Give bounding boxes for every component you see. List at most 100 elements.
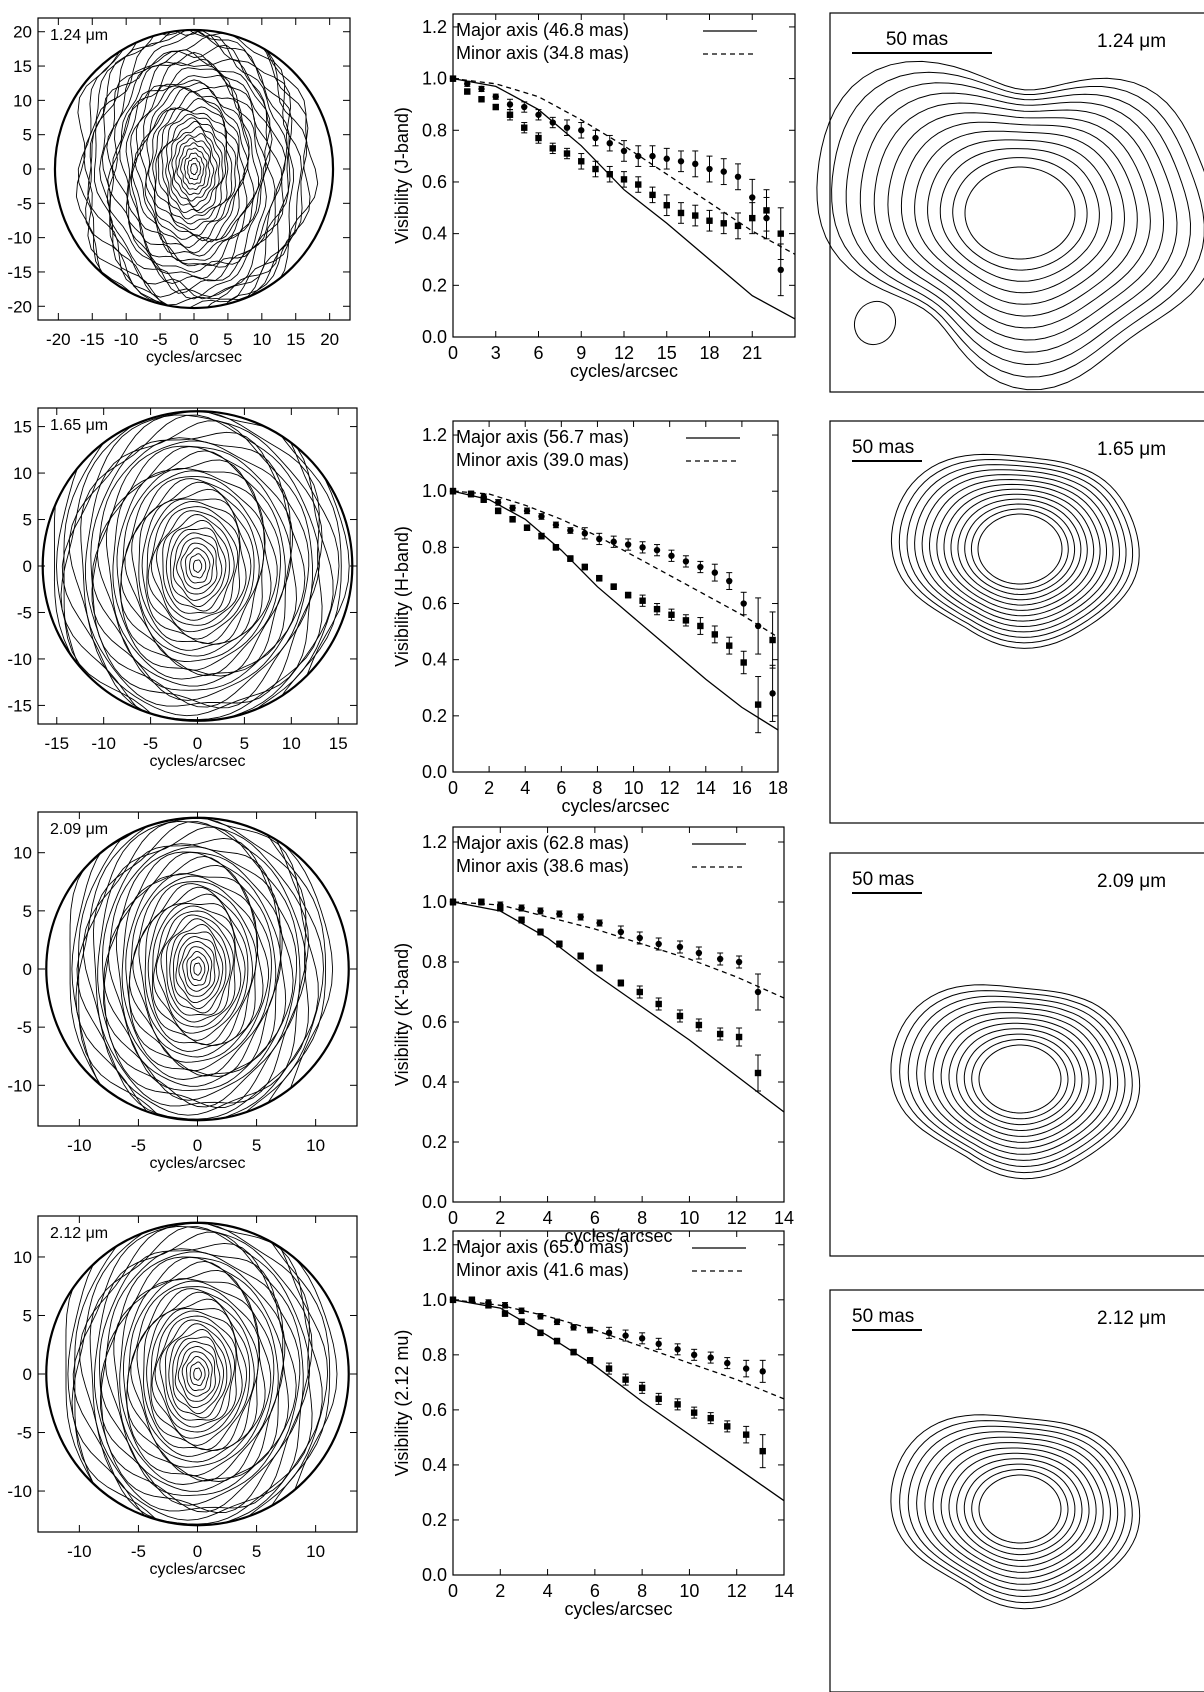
y-axis-label: Visibility (J-band) (392, 107, 412, 244)
image-contour (952, 157, 1088, 271)
image-contour (978, 1044, 1062, 1114)
data-point-circle (668, 552, 675, 559)
x-tick-label: -15 (80, 330, 105, 349)
image-contour (898, 458, 1134, 644)
contour-line (119, 1260, 279, 1482)
disk-boundary (45, 816, 350, 1122)
contour-line (183, 152, 205, 185)
data-point-square (478, 898, 485, 906)
data-point-circle (596, 919, 603, 927)
x-tick-label: 0 (448, 1208, 458, 1228)
y-tick-label: -15 (7, 696, 32, 715)
data-point-square (759, 1447, 766, 1455)
data-point-circle (697, 563, 704, 571)
y-tick-label: 10 (13, 844, 32, 863)
x-tick-label: 0 (448, 343, 458, 363)
data-point-circle (716, 955, 724, 963)
band-label: 2.12 μm (50, 1225, 108, 1242)
data-point-square (449, 1296, 457, 1303)
contour-line (107, 851, 283, 1087)
data-point-square (610, 583, 617, 590)
contour-line (168, 1329, 228, 1419)
disk-boundary (45, 1221, 350, 1527)
data-point-square (655, 1000, 662, 1008)
data-point-square (509, 516, 516, 523)
contour-line (153, 905, 242, 1034)
x-axis-label: cycles/arcsec (570, 361, 678, 381)
image-contour (914, 130, 1126, 305)
x-axis-label: cycles/arcsec (149, 1155, 245, 1172)
x-tick-label: 0 (189, 330, 198, 349)
x-tick-label: 8 (592, 778, 602, 798)
x-tick-label: 4 (543, 1208, 553, 1228)
y-tick-label: 0 (23, 1365, 32, 1384)
image-frame (829, 852, 1204, 1257)
contour-line (167, 126, 221, 211)
contour-line (192, 559, 203, 573)
contour-line (176, 537, 218, 595)
data-point-circle (478, 85, 485, 93)
contour-line (180, 147, 208, 190)
y-tick-label: 0.8 (422, 1345, 447, 1365)
x-tick-label: 2 (495, 1208, 505, 1228)
data-point-square (726, 642, 733, 649)
contour-line (154, 1315, 237, 1433)
image-contour (816, 60, 1204, 391)
data-point-square (697, 622, 704, 630)
x-tick-label: 20 (320, 330, 339, 349)
data-point-square (740, 659, 747, 666)
data-point-circle (735, 958, 743, 966)
contour-line (146, 1298, 250, 1451)
legend-entry: Major axis (65.0 mas) (456, 1237, 629, 1257)
contour-line (177, 1346, 216, 1402)
y-tick-label: 1.0 (422, 1290, 447, 1310)
data-point-square (777, 230, 784, 237)
y-tick-label: 0.2 (422, 275, 447, 295)
data-point-square (695, 1021, 703, 1029)
image-contour (932, 1012, 1104, 1149)
contour-line (193, 962, 202, 976)
data-point-circle (635, 152, 642, 160)
band-label: 1.24 μm (50, 27, 108, 44)
x-tick-label: 15 (286, 330, 305, 349)
disk-boundary (53, 28, 335, 310)
x-tick-label: 5 (252, 1542, 261, 1561)
x-tick-label: -20 (46, 330, 71, 349)
data-point-circle (577, 913, 584, 921)
contour-line (60, 411, 334, 721)
image-contour (956, 1028, 1083, 1132)
contour-line (189, 956, 206, 982)
data-point-circle (655, 1340, 662, 1348)
image-contour (971, 1469, 1069, 1550)
data-point-square (449, 898, 457, 906)
image-contour (940, 1017, 1097, 1143)
image-contour (963, 1463, 1076, 1556)
x-tick-label: 8 (637, 1581, 647, 1601)
y-tick-label: 1.2 (422, 425, 447, 445)
x-tick-label: 0 (193, 1542, 202, 1561)
data-point-square (620, 176, 628, 183)
image-contour (936, 483, 1101, 617)
contour-line (124, 476, 266, 657)
data-point-circle (638, 1335, 646, 1342)
image-frame (829, 1289, 1204, 1692)
y-tick-label: 20 (13, 23, 32, 42)
contour-line (120, 467, 278, 671)
image-contour (948, 1452, 1090, 1567)
contour-line (130, 1286, 261, 1463)
data-point-square (716, 1030, 724, 1038)
data-point-circle (492, 93, 499, 100)
y-tick-label: -5 (17, 194, 32, 213)
y-tick-label: 0.2 (422, 706, 447, 726)
y-tick-label: 0.4 (422, 1455, 447, 1475)
y-tick-label: 1.2 (422, 17, 447, 37)
contour-line (178, 941, 216, 997)
contour-line (173, 137, 215, 202)
y-tick-label: 0.0 (422, 1565, 447, 1585)
image-contour (914, 469, 1121, 633)
data-point-circle (674, 1346, 681, 1353)
data-point-square (653, 605, 661, 613)
image-contour (950, 493, 1088, 606)
y-tick-label: -5 (17, 603, 32, 622)
data-point-square (638, 1384, 646, 1392)
